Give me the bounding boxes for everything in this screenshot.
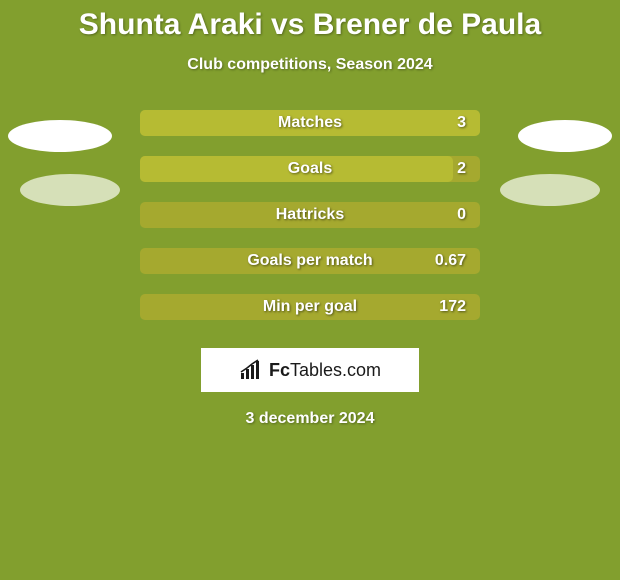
brand-suffix: Tables.com <box>290 360 381 380</box>
stat-label: Matches <box>140 110 480 136</box>
stat-label: Goals per match <box>140 248 480 274</box>
stats-area: Matches3Goals2Hattricks0Goals per match0… <box>0 110 620 340</box>
brand-box: FcTables.com <box>201 348 419 392</box>
stat-row: Matches3 <box>0 110 620 156</box>
stat-row: Goals per match0.67 <box>0 248 620 294</box>
stat-label: Min per goal <box>140 294 480 320</box>
stat-value: 3 <box>457 110 466 136</box>
brand-text: FcTables.com <box>269 360 381 381</box>
stat-row: Hattricks0 <box>0 202 620 248</box>
stat-row: Min per goal172 <box>0 294 620 340</box>
stat-label: Hattricks <box>140 202 480 228</box>
stat-value: 0.67 <box>435 248 466 274</box>
stat-row: Goals2 <box>0 156 620 202</box>
stat-value: 2 <box>457 156 466 182</box>
chart-icon <box>239 359 265 381</box>
comparison-infographic: Shunta Araki vs Brener de Paula Club com… <box>0 0 620 580</box>
stat-label: Goals <box>140 156 480 182</box>
stat-value: 0 <box>457 202 466 228</box>
brand-prefix: Fc <box>269 360 290 380</box>
footer-date: 3 december 2024 <box>0 410 620 428</box>
subtitle: Club competitions, Season 2024 <box>0 56 620 74</box>
page-title: Shunta Araki vs Brener de Paula <box>0 0 620 42</box>
stat-value: 172 <box>439 294 466 320</box>
